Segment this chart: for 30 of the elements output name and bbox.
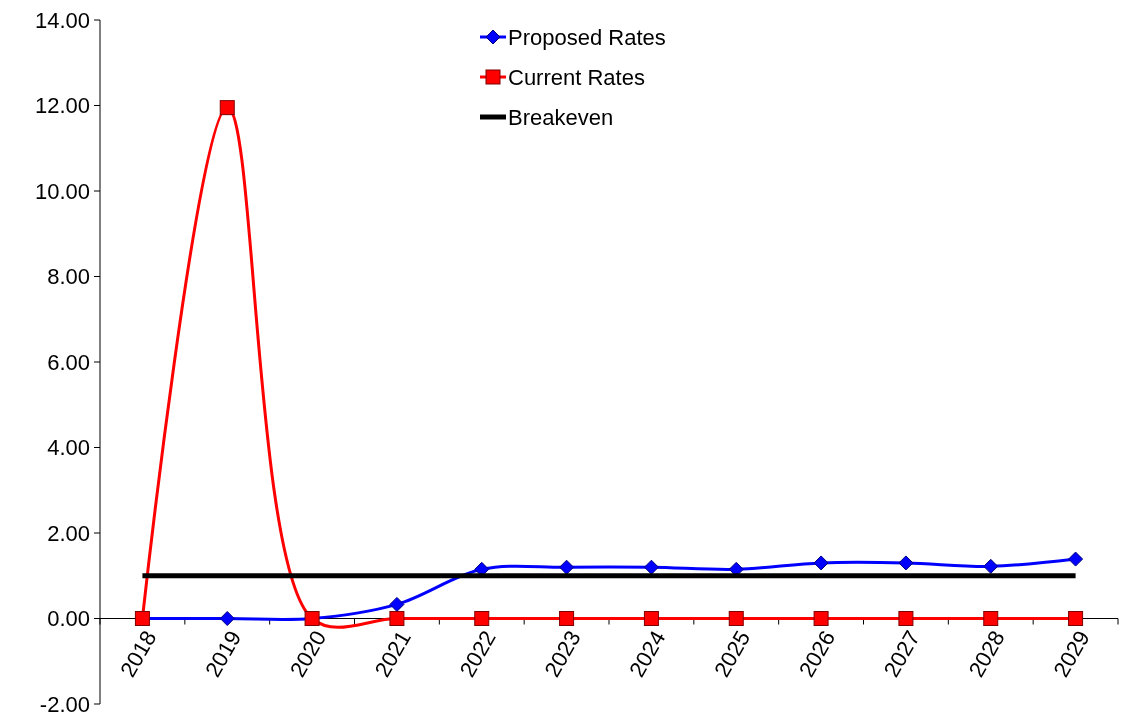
point: [983, 558, 999, 574]
point: [643, 611, 659, 626]
point: [1068, 551, 1084, 567]
point: [898, 555, 914, 571]
point: [559, 611, 575, 626]
point: [728, 611, 744, 626]
y-tick-label: 10.00: [34, 178, 90, 204]
point: [1068, 611, 1084, 626]
point: [813, 555, 829, 571]
y-tick-label: 8.00: [47, 264, 90, 290]
point: [474, 611, 490, 626]
legend-label: Proposed Rates: [508, 24, 666, 50]
point: [983, 611, 999, 626]
y-tick-label: 14.00: [34, 7, 90, 33]
point: [389, 611, 405, 626]
y-tick-label: 0.00: [47, 606, 90, 632]
point: [898, 611, 914, 626]
point: [643, 559, 659, 575]
point: [389, 596, 405, 612]
point: [813, 611, 829, 626]
legend-label: Breakeven: [508, 104, 614, 130]
point: [219, 100, 235, 116]
point: [219, 611, 235, 626]
y-tick-label: 12.00: [34, 93, 90, 119]
y-tick-label: 2.00: [47, 520, 90, 546]
point: [559, 559, 575, 575]
y-tick-label: 6.00: [47, 349, 90, 375]
y-tick-label: -2.00: [39, 691, 90, 717]
y-tick-label: 4.00: [47, 435, 90, 461]
legend-label: Current Rates: [508, 64, 645, 90]
